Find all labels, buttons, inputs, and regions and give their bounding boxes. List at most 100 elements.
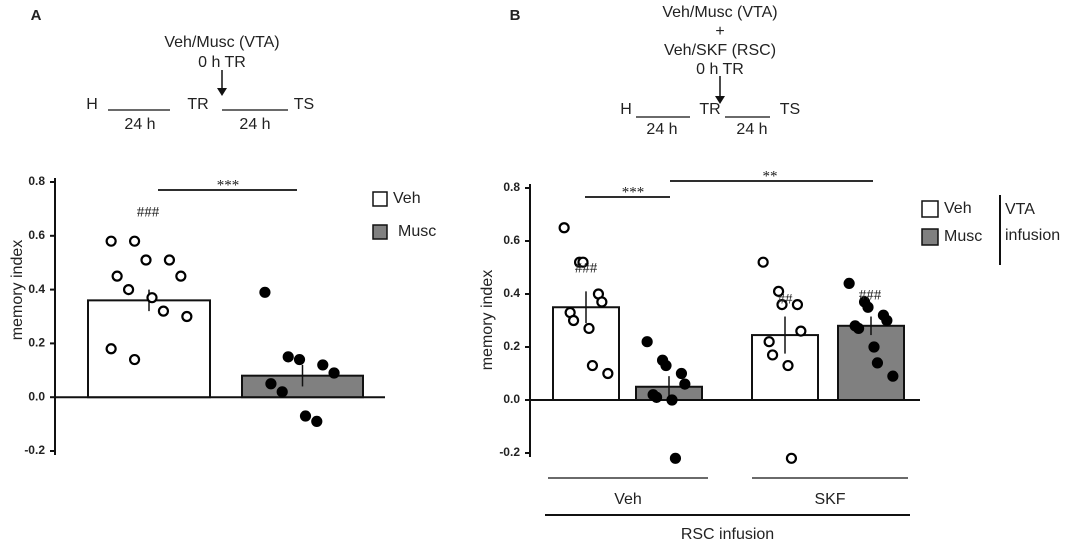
legend-label: Musc xyxy=(398,223,436,240)
data-point xyxy=(763,336,775,348)
timeline-text: 24 h xyxy=(646,121,677,138)
timeline-text: TR xyxy=(187,96,208,113)
annotation: ** xyxy=(763,168,778,184)
annotation: ### xyxy=(137,204,160,220)
annotation: *** xyxy=(217,177,240,193)
data-point xyxy=(650,391,663,403)
data-point xyxy=(782,359,794,372)
data-point xyxy=(583,322,595,335)
data-point xyxy=(843,277,855,289)
x-tick-label: Veh xyxy=(614,491,642,508)
y-tick-label: 0.2 xyxy=(28,336,45,350)
data-point xyxy=(679,378,691,390)
legend-label: Veh xyxy=(944,200,972,217)
data-point xyxy=(282,351,294,363)
y-tick-label: -0.2 xyxy=(24,443,45,457)
legend-title: VTA xyxy=(1005,201,1035,218)
data-point xyxy=(259,286,271,298)
data-point xyxy=(577,256,589,268)
data-point xyxy=(157,305,170,317)
y-tick-label: 0.6 xyxy=(28,228,45,242)
y-tick-label: 0.4 xyxy=(503,286,520,300)
timeline-text: TR xyxy=(699,101,720,118)
arrow-head xyxy=(217,88,227,96)
annotation: ## xyxy=(778,291,794,307)
x-tick-label: SKF xyxy=(814,491,845,508)
legend-swatch xyxy=(372,191,388,207)
timeline-text: 24 h xyxy=(239,116,270,133)
legend-label: Veh xyxy=(393,190,421,207)
legend-label: Musc xyxy=(944,228,982,245)
data-point xyxy=(666,394,678,406)
legend-swatch xyxy=(921,200,939,218)
data-point xyxy=(641,336,653,348)
data-point xyxy=(881,314,893,327)
data-point xyxy=(122,284,135,296)
data-point xyxy=(105,343,117,355)
data-point xyxy=(311,415,323,428)
timeline-text: 0 h TR xyxy=(198,54,246,71)
data-point xyxy=(887,370,899,382)
y-tick-label: 0.8 xyxy=(503,180,520,194)
y-tick-label: 0.8 xyxy=(28,174,45,188)
data-point xyxy=(163,254,176,266)
y-tick-label: 0.2 xyxy=(503,339,520,353)
data-point xyxy=(140,254,152,266)
bar xyxy=(837,324,905,401)
annotation: *** xyxy=(622,184,645,200)
data-point xyxy=(128,235,141,247)
data-point xyxy=(558,222,570,234)
data-point xyxy=(317,359,329,371)
timeline-text: Veh/Musc (VTA) xyxy=(164,34,279,51)
data-point xyxy=(328,367,340,379)
data-point xyxy=(852,322,865,335)
legend-swatch xyxy=(372,224,388,240)
timeline-text: Veh/Musc (VTA) xyxy=(662,4,777,21)
timeline-text: TS xyxy=(780,101,800,118)
data-point xyxy=(669,452,682,464)
data-point xyxy=(175,270,187,282)
data-point xyxy=(181,310,193,323)
data-point xyxy=(276,386,288,398)
data-point xyxy=(293,353,306,366)
timeline-text: 0 h TR xyxy=(696,61,744,78)
timeline-text: H xyxy=(620,101,632,118)
y-tick-label: 0.6 xyxy=(503,233,520,247)
data-point xyxy=(146,292,158,304)
timeline-text: Veh/SKF (RSC) xyxy=(664,42,776,59)
data-point xyxy=(772,285,785,297)
arrow-head xyxy=(715,96,725,104)
data-point xyxy=(111,270,123,282)
data-point xyxy=(299,410,312,422)
y-tick-label: 0.0 xyxy=(503,392,520,406)
data-point xyxy=(586,359,599,372)
data-point xyxy=(596,296,608,308)
annotation: ### xyxy=(575,260,598,276)
data-point xyxy=(265,378,277,390)
data-point xyxy=(766,349,779,361)
data-point xyxy=(776,299,788,311)
data-point xyxy=(105,235,117,247)
legend-swatch xyxy=(921,228,939,246)
timeline-text: 24 h xyxy=(124,116,155,133)
annotation: ### xyxy=(859,287,882,303)
data-point xyxy=(791,299,804,311)
data-point xyxy=(862,301,874,313)
data-point xyxy=(675,367,688,380)
x-axis-label: RSC infusion xyxy=(681,526,774,543)
y-tick-label: 0.0 xyxy=(28,389,45,403)
data-point xyxy=(567,314,580,327)
timeline-text: H xyxy=(86,96,98,113)
panel-label: B xyxy=(510,7,521,24)
timeline-text: 24 h xyxy=(736,121,767,138)
data-point xyxy=(785,452,798,464)
timeline-text: + xyxy=(715,23,724,40)
data-point xyxy=(795,325,807,337)
data-point xyxy=(660,359,672,372)
data-point xyxy=(602,367,614,380)
panel-label: A xyxy=(31,7,42,24)
y-axis-label: memory index xyxy=(479,270,496,370)
legend-title: infusion xyxy=(1005,227,1060,244)
data-point xyxy=(757,256,769,268)
